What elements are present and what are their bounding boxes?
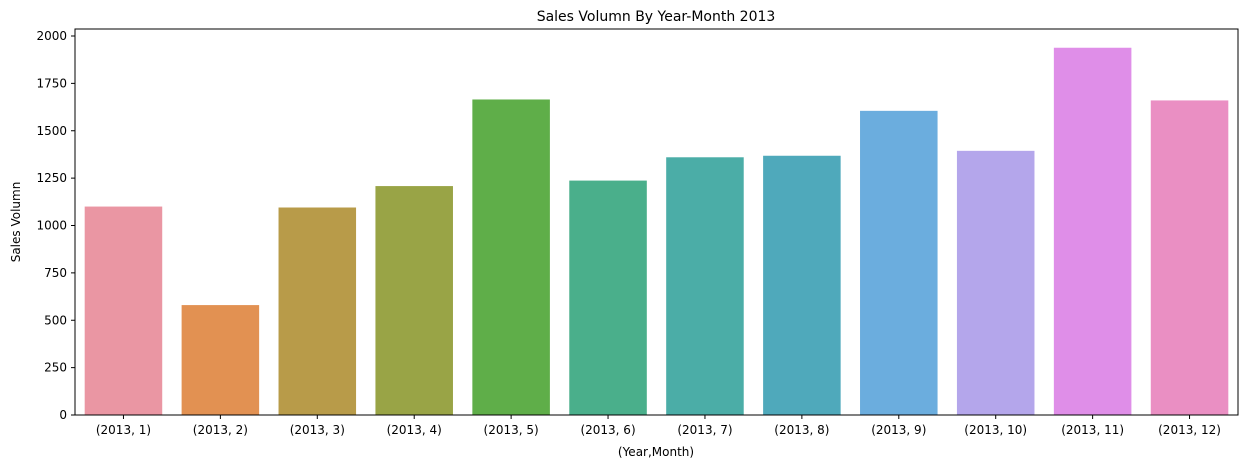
bar-3 (278, 207, 357, 415)
y-tick-label: 1500 (36, 124, 67, 138)
y-tick-label: 750 (44, 266, 67, 280)
plot-frame (74, 28, 1239, 416)
y-axis-title: Sales Volumn (9, 182, 23, 263)
x-tick-label: (2013, 4) (387, 423, 442, 437)
bar-1 (84, 206, 163, 415)
x-axis: (2013, 1) (2013, 2) (2013, 3) (2013, 4) (201… (96, 415, 1221, 437)
bar-6 (569, 180, 647, 415)
x-tick-label: (2013, 10) (964, 423, 1027, 437)
y-tick-label: 1750 (36, 76, 67, 90)
x-tick-label: (2013, 2) (193, 423, 248, 437)
y-tick-label: 1250 (36, 171, 67, 185)
x-tick-label: (2013, 5) (484, 423, 539, 437)
y-tick-label: 2000 (36, 29, 67, 43)
y-tick-label: 500 (44, 313, 67, 327)
x-tick-label: (2013, 3) (290, 423, 345, 437)
y-tick-label: 250 (44, 361, 67, 375)
y-axis: 0 250 500 750 1000 1250 1500 1750 2000 (36, 29, 75, 422)
bar-8 (763, 155, 841, 415)
x-tick-label: (2013, 7) (677, 423, 732, 437)
bar-7 (666, 157, 744, 415)
bar-2 (181, 305, 260, 415)
y-tick-label: 1000 (36, 219, 67, 233)
bar-12 (1150, 100, 1229, 416)
x-axis-title: (Year,Month) (618, 445, 694, 459)
bar-9 (860, 110, 938, 415)
y-tick-label: 0 (59, 408, 67, 422)
x-tick-label: (2013, 8) (774, 423, 829, 437)
bar-11 (1053, 47, 1132, 415)
x-tick-label: (2013, 9) (871, 423, 926, 437)
bar-10 (956, 150, 1035, 415)
bars (84, 47, 1229, 416)
x-tick-label: (2013, 11) (1061, 423, 1124, 437)
x-tick-label: (2013, 12) (1158, 423, 1221, 437)
x-tick-label: (2013, 6) (580, 423, 635, 437)
chart-title: Sales Volumn By Year-Month 2013 (537, 9, 776, 25)
bar-5 (472, 99, 550, 415)
bar-4 (375, 186, 453, 415)
x-tick-label: (2013, 1) (96, 423, 151, 437)
